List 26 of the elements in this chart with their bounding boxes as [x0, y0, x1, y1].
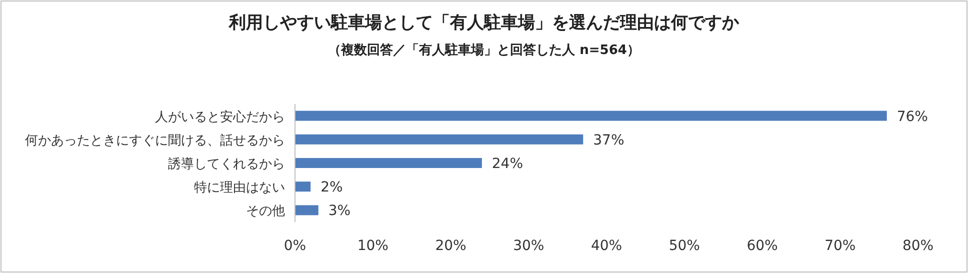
x-tick-label: 0% — [284, 238, 306, 254]
data-label: 2% — [320, 180, 343, 196]
y-tick-label: その他 — [246, 204, 285, 220]
x-tick-label: 50% — [668, 238, 700, 254]
bar — [295, 110, 887, 121]
x-tick-label: 40% — [590, 238, 622, 254]
y-tick-label: 特に理由はない — [194, 180, 285, 196]
x-tick-label: 80% — [902, 238, 934, 254]
x-tick-label: 30% — [513, 238, 544, 254]
bar — [295, 158, 482, 168]
x-tick-label: 70% — [824, 238, 856, 254]
bar — [295, 205, 318, 216]
x-tick-label: 20% — [435, 238, 466, 254]
data-label: 3% — [328, 203, 351, 220]
chart-subtitle: （複数回答／「有人駐車場」と回答した人 n=564） — [328, 42, 640, 58]
x-tick-label: 10% — [357, 238, 388, 254]
chart-title: 利用しやすい駐車場として「有人駐車場」を選んだ理由は何ですか — [228, 13, 740, 33]
y-tick-label: 人がいると安心だから — [155, 108, 285, 125]
x-tick-label: 60% — [746, 238, 778, 254]
bar — [295, 134, 584, 144]
y-tick-label: 誘導してくれるから — [168, 157, 285, 172]
data-label: 76% — [896, 108, 928, 125]
y-tick-label: 何かあったときにすぐに聞ける、話せるから — [25, 133, 285, 148]
data-label: 24% — [492, 156, 524, 172]
bar — [295, 182, 311, 192]
data-label: 37% — [593, 132, 624, 148]
